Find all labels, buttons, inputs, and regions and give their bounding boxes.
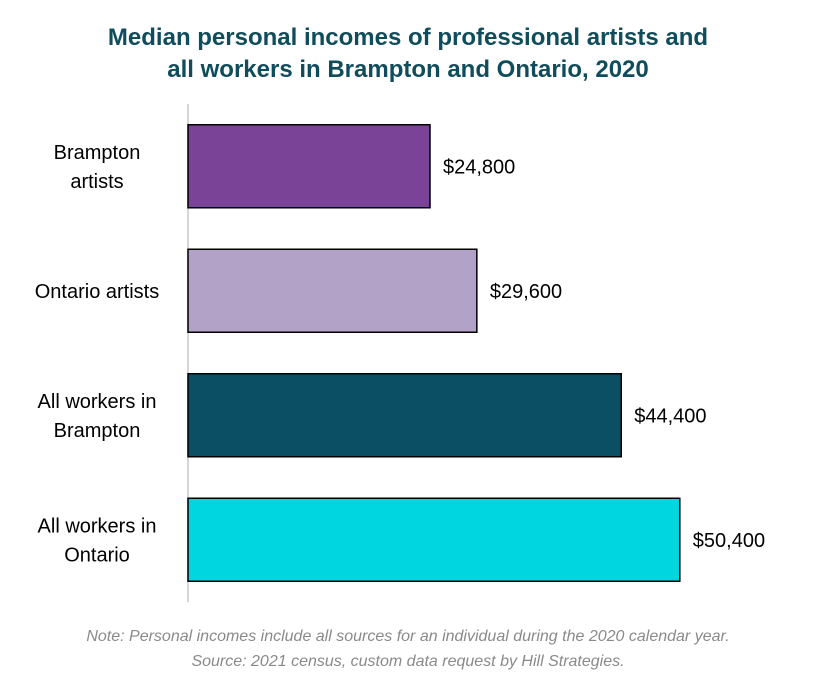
chart-title: Median personal incomes of professional … (0, 22, 816, 86)
category-label-3: All workers in Ontario (38, 515, 157, 566)
value-label-3: $50,400 (693, 530, 765, 552)
value-label-2: $44,400 (634, 405, 706, 427)
chart-title-line-2: all workers in Brampton and Ontario, 202… (167, 56, 649, 83)
chart-title-line-1: Median personal incomes of professional … (107, 24, 709, 51)
bar-1 (187, 248, 478, 333)
category-label-line: Ontario (64, 544, 130, 566)
value-label-0: $24,800 (443, 156, 515, 178)
category-label-line: Brampton (54, 420, 141, 442)
category-label-2: All workers in Brampton (38, 391, 157, 442)
chart-footnote: Note: Personal incomes include all sourc… (0, 624, 816, 674)
value-label-1: $29,600 (490, 281, 562, 303)
category-label-1: Ontario artists (35, 281, 159, 303)
category-label-line: artists (70, 171, 123, 193)
category-label-0: Brampton artists (54, 142, 141, 193)
category-label-line: Brampton (54, 142, 141, 164)
note-line: Note: Personal incomes include all sourc… (86, 628, 730, 645)
source-line: Source: 2021 census, custom data request… (191, 653, 625, 670)
category-label-line: Ontario artists (35, 281, 159, 303)
category-label-line: All workers in (38, 515, 157, 537)
bar-2 (187, 373, 623, 458)
category-label-line: All workers in (38, 391, 157, 413)
bar-0 (187, 124, 431, 209)
bar-3 (187, 497, 681, 582)
